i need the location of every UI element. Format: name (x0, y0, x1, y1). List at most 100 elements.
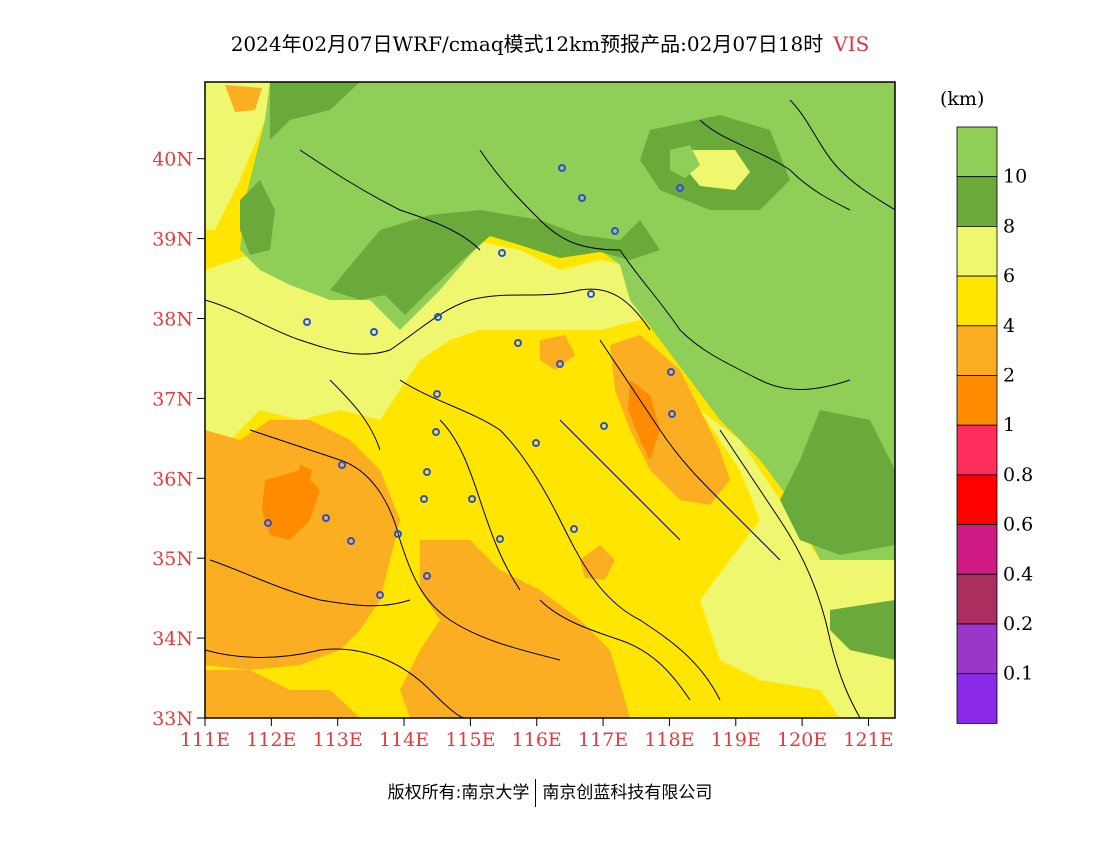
legend-swatch (956, 673, 998, 724)
legend-label: 0.8 (1003, 464, 1033, 486)
legend-label: 4 (1003, 315, 1015, 337)
legend-colorbar: 10 8 6 4 2 1 0.8 0.6 0.4 0.2 0.1 (956, 126, 1033, 724)
coastline-east (719, 429, 861, 718)
legend-swatch (956, 623, 998, 675)
station-marker (394, 530, 402, 538)
vis-6-8-area-nw (205, 82, 270, 230)
vis-2-4-area-south (400, 540, 630, 718)
vis-over-10-north-core (670, 145, 700, 178)
province-boundary-9 (209, 559, 411, 607)
station-marker (434, 313, 442, 321)
station-marker (433, 390, 441, 398)
station-marker (668, 410, 676, 418)
vis-6-8-north-inner (685, 150, 750, 190)
visibility-field (205, 82, 895, 718)
vis-2-4-area-west-south (205, 670, 360, 718)
station-marker (578, 194, 586, 202)
station-marker (370, 328, 378, 336)
legend-swatch (956, 325, 998, 376)
lon-tick-label: 113E (313, 729, 363, 751)
station-marker (347, 537, 355, 545)
coastline-bohai (619, 249, 851, 390)
station-marker (303, 318, 311, 326)
province-boundary-8 (789, 99, 895, 211)
station-marker (676, 184, 684, 192)
lon-tick-label: 121E (843, 729, 893, 751)
footer-divider (535, 779, 537, 807)
lon-tick-label: 119E (711, 729, 761, 751)
lat-tick-label: 39N (152, 229, 193, 251)
legend-swatch (956, 375, 998, 426)
station-marker (570, 525, 578, 533)
legend-swatch (956, 176, 998, 227)
lon-tick-label: 115E (445, 729, 495, 751)
chart-title: 2024年02月07日WRF/cmaq模式12km预报产品:02月07日18时 V… (0, 28, 1100, 57)
lat-tick-label: 33N (152, 708, 193, 730)
station-marker (338, 461, 346, 469)
lat-tick-label: 35N (152, 548, 193, 570)
variable-label: VIS (833, 32, 870, 56)
province-boundary-10 (205, 648, 466, 718)
lon-tick-label: 116E (512, 729, 562, 751)
lon-tick-label: 112E (246, 729, 296, 751)
lat-tick-label: 37N (152, 388, 193, 410)
province-boundary-2 (249, 429, 561, 661)
station-marker (600, 422, 608, 430)
vis-2-4-area-shandong-west (610, 335, 730, 505)
station-marker (420, 495, 428, 503)
station-marker (496, 535, 504, 543)
vis-8-10-area-west-edge (240, 180, 275, 255)
station-marker (468, 495, 476, 503)
vis-2-4-area-nw-corner (225, 85, 262, 112)
vis-1-2-area-east (628, 380, 660, 460)
latitude-axis: 33N 34N 35N 36N 37N 38N 39N 40N (152, 149, 205, 730)
vis-8-10-area-sea (780, 410, 895, 555)
station-marker (376, 591, 384, 599)
province-boundary-7 (699, 119, 851, 211)
legend-label: 0.1 (1003, 663, 1033, 685)
province-boundary-14 (329, 379, 381, 451)
legend-label: 8 (1003, 215, 1015, 237)
longitude-axis: 111E 112E 113E 114E 115E 116E 117E 118E 119E 120E… (180, 718, 894, 751)
station-marker (514, 339, 522, 347)
boundaries (205, 99, 895, 718)
legend-swatch (956, 474, 998, 525)
legend-unit: (km) (940, 88, 985, 110)
lon-tick-label: 114E (379, 729, 429, 751)
province-boundary-11 (539, 599, 691, 701)
station-marker (667, 368, 675, 376)
legend-swatch (956, 424, 998, 476)
copyright-right: 南京创蓝科技有限公司 (542, 783, 713, 803)
vis-8-10-area-se (830, 600, 895, 660)
legend-label: 10 (1003, 166, 1027, 188)
province-boundary-1 (205, 288, 651, 355)
map-frame (204, 81, 896, 719)
legend-label: 1 (1003, 414, 1015, 436)
province-boundary-5 (479, 149, 621, 251)
station-marker (532, 439, 540, 447)
lat-tick-label: 36N (152, 468, 193, 490)
station-markers (264, 164, 684, 599)
lon-tick-label: 118E (644, 729, 694, 751)
copyright-footer: 版权所有:南京大学 南京创蓝科技有限公司 (0, 778, 1100, 807)
legend-label: 6 (1003, 265, 1015, 287)
station-marker (264, 519, 272, 527)
legend-swatch (956, 225, 998, 277)
lon-tick-label: 120E (777, 729, 827, 751)
legend-swatch (956, 126, 998, 178)
vis-2-4-area-central (540, 335, 575, 370)
province-boundary-6 (299, 149, 481, 251)
province-boundary-4 (599, 339, 781, 561)
lat-tick-label: 40N (152, 149, 193, 171)
legend-swatch (956, 573, 998, 625)
station-marker (423, 572, 431, 580)
legend-label: 0.6 (1003, 514, 1033, 536)
province-boundary-3 (399, 379, 721, 701)
vis-8-10-area-north (270, 82, 360, 140)
station-marker (423, 468, 431, 476)
province-boundary-12 (439, 419, 521, 591)
station-marker (587, 290, 595, 298)
legend-label: 2 (1003, 365, 1015, 387)
legend-label: 0.4 (1003, 563, 1033, 585)
